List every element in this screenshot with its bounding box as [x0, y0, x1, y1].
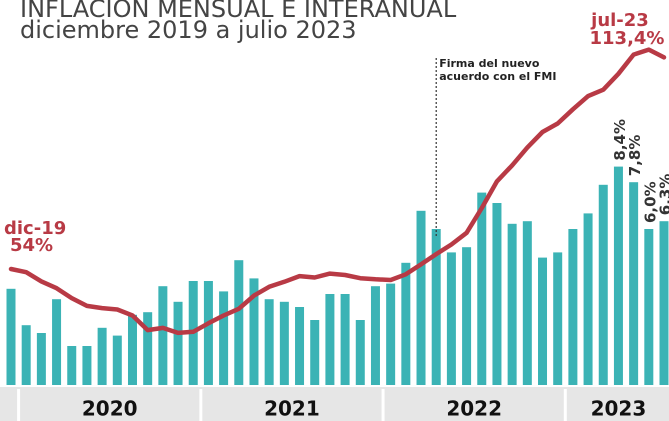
year-band: [0, 387, 669, 421]
bar: [249, 278, 259, 385]
bar: [310, 320, 320, 385]
bar: [583, 213, 593, 385]
bar: [355, 320, 365, 385]
bar: [462, 247, 472, 385]
bar: [477, 192, 487, 385]
bar: [82, 346, 92, 385]
bar: [553, 252, 563, 385]
bar: [264, 299, 274, 385]
bar: [279, 301, 289, 385]
x-tick-label: 2020: [82, 397, 138, 421]
bar: [492, 203, 502, 385]
bar: [219, 291, 229, 385]
bar: [325, 294, 335, 385]
bar: [67, 346, 77, 385]
bar: [538, 257, 548, 385]
x-tick-label: 2022: [446, 397, 502, 421]
bar: [173, 301, 183, 385]
bar: [386, 283, 396, 385]
bar: [401, 262, 411, 385]
bar: [295, 307, 305, 385]
line-label-date: dic-19: [4, 218, 66, 239]
line-label-value: 113,4%: [590, 28, 665, 49]
bar-value-label: 8,4%: [611, 119, 629, 161]
bar: [21, 325, 31, 385]
bar: [659, 221, 669, 385]
bar: [431, 229, 441, 385]
bar: [97, 327, 107, 385]
bar: [143, 312, 153, 385]
x-tick-label: 2023: [591, 397, 647, 421]
bar-value-label: 6,3%: [657, 174, 669, 216]
bar: [52, 299, 62, 385]
line-label-value: 54%: [10, 235, 53, 256]
bar: [613, 166, 623, 385]
line-label-date: jul-23: [590, 10, 649, 31]
bar-value-label: 6,0%: [641, 181, 659, 223]
bar: [598, 184, 608, 385]
bar: [416, 210, 426, 385]
bar: [629, 182, 639, 385]
bar: [203, 281, 213, 385]
bar: [127, 314, 137, 385]
line: [8, 47, 667, 336]
bar: [507, 223, 517, 385]
bar: [446, 252, 456, 385]
bar: [112, 335, 122, 385]
bar: [568, 229, 578, 385]
bar: [158, 286, 168, 385]
bar: [36, 333, 46, 385]
bar: [522, 221, 532, 385]
bar: [370, 286, 380, 385]
bar: [644, 229, 654, 385]
bar: [234, 260, 244, 385]
x-tick-label: 2021: [264, 397, 320, 421]
chart-title: INFLACIÓN MENSUAL E INTERANUAL: [20, 0, 457, 23]
annotation-text: Firma del nuevo acuerdo con el FMI: [439, 57, 556, 83]
bar: [340, 294, 350, 385]
bar: [6, 288, 16, 385]
chart-subtitle: diciembre 2019 a julio 2023: [20, 16, 357, 44]
bar-value-label: 7,8%: [626, 135, 644, 177]
